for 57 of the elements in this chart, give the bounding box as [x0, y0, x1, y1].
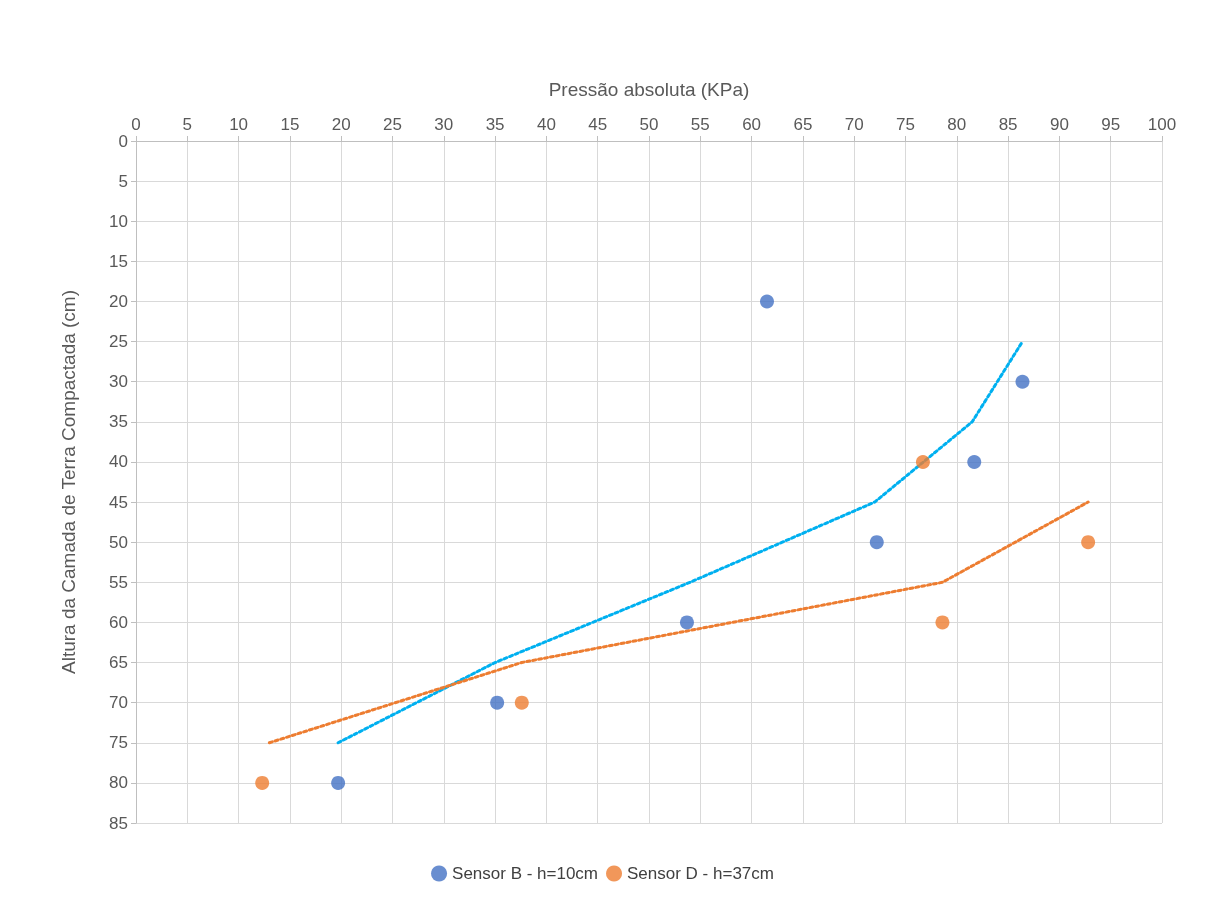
y-tick-label: 60 [109, 612, 128, 632]
x-tick-label: 85 [998, 115, 1018, 134]
x-tick-label: 80 [947, 115, 967, 134]
x-tick-label: 95 [1101, 115, 1121, 134]
point [255, 775, 270, 790]
point [331, 775, 346, 790]
point [760, 294, 774, 309]
y-tick-label: 35 [109, 412, 128, 432]
x-tick-label: 5 [182, 115, 193, 134]
legend-label: Sensor B - h=10cm [452, 864, 599, 883]
y-tick-label: 50 [109, 532, 128, 552]
y-tick-label: 30 [109, 372, 128, 392]
x-tick-label: 10 [229, 115, 249, 134]
line-series [267, 500, 1090, 745]
y-tick-label: 65 [109, 653, 128, 673]
point [1015, 374, 1030, 389]
x-tick-label: 45 [588, 115, 608, 134]
x-tick-label: 100 [1147, 115, 1177, 134]
x-tick-label: 20 [331, 115, 351, 134]
y-axis-title: Altura da Camada de Terra Compactada (cm) [58, 289, 79, 675]
x-tick-label: 0 [131, 115, 141, 134]
y-tick-label: 25 [109, 332, 128, 352]
x-tick-label: 50 [639, 115, 659, 134]
x-tick-label: 90 [1049, 115, 1069, 134]
x-axis-title: Pressão absoluta (KPa) [548, 79, 750, 100]
y-tick-label: 5 [118, 171, 128, 191]
point [1081, 535, 1096, 550]
point [935, 615, 950, 630]
y-tick-label: 40 [109, 452, 128, 472]
point [967, 454, 982, 469]
point [490, 695, 505, 710]
x-tick-label: 30 [434, 115, 454, 134]
y-tick-label: 0 [118, 131, 128, 151]
y-tick-label: 85 [109, 813, 128, 833]
y-tick-label: 45 [109, 492, 128, 512]
x-tick-label: 55 [690, 115, 710, 134]
y-tick-label: 70 [109, 693, 128, 713]
y-tick-label: 10 [109, 211, 128, 231]
x-tick-label: 75 [896, 115, 915, 134]
line-series [336, 340, 1024, 745]
x-tick-label: 60 [742, 115, 762, 134]
x-tick-label: 15 [280, 115, 300, 134]
x-tick-label: 40 [536, 115, 556, 134]
point [679, 615, 694, 630]
y-tick-label: 75 [109, 733, 128, 753]
y-tick-label: 80 [109, 773, 128, 793]
point [514, 695, 529, 710]
point [915, 454, 930, 469]
legend-label: Sensor D - h=37cm [627, 864, 774, 883]
y-tick-label: 55 [109, 572, 128, 592]
y-tick-label: 20 [109, 291, 128, 311]
y-tick-label: 15 [109, 251, 128, 271]
x-tick-label: 35 [485, 115, 505, 134]
x-tick-label: 25 [383, 115, 402, 134]
point [869, 535, 884, 550]
x-tick-label: 65 [793, 115, 813, 134]
x-tick-label: 70 [844, 115, 864, 134]
